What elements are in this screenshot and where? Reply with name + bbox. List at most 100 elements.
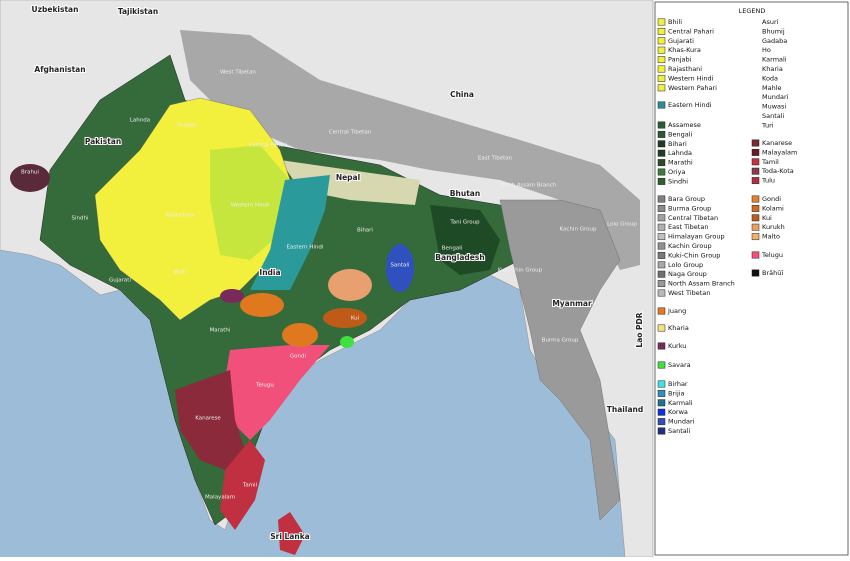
legend-swatch bbox=[657, 65, 666, 73]
legend-label: Kharia bbox=[762, 65, 783, 73]
legend-label: Tamil bbox=[761, 158, 779, 166]
kurku-region bbox=[220, 289, 244, 303]
savara-region bbox=[340, 336, 354, 348]
legend-label: Burma Group bbox=[668, 204, 711, 212]
region-label: Bihari bbox=[357, 228, 373, 234]
legend-label: Juang bbox=[667, 307, 686, 315]
legend-swatch bbox=[657, 324, 666, 332]
gondi-region bbox=[282, 323, 318, 347]
region-label: Tamil bbox=[242, 483, 258, 489]
legend-label: Brijia bbox=[668, 389, 685, 397]
legend-label: Karmali bbox=[668, 399, 693, 407]
gondi-region bbox=[240, 293, 284, 317]
legend-label: Asuri bbox=[762, 18, 779, 26]
country-label: Bangladesh bbox=[435, 253, 484, 262]
country-label: Sri Lanka bbox=[270, 532, 310, 541]
legend-swatch bbox=[657, 251, 666, 259]
legend-label: Kuki-Chin Group bbox=[668, 251, 720, 259]
burma-region bbox=[499, 199, 621, 521]
legend-swatch bbox=[657, 233, 666, 241]
legend-label: Kachin Group bbox=[668, 242, 712, 250]
santali-region bbox=[386, 244, 414, 292]
legend-swatch bbox=[751, 148, 760, 156]
legend-label: Oriya bbox=[668, 168, 685, 176]
legend-swatch bbox=[657, 46, 666, 54]
legend-label: Bhili bbox=[668, 18, 682, 26]
legend-swatch bbox=[657, 130, 666, 138]
legend-swatch bbox=[751, 214, 760, 222]
sri-lanka-region bbox=[278, 512, 305, 555]
legend-label: Ho bbox=[762, 46, 771, 54]
legend-swatch bbox=[751, 269, 760, 277]
legend-label: Kanarese bbox=[762, 139, 792, 147]
legend-label: Malto bbox=[762, 233, 780, 241]
legend-swatch bbox=[657, 399, 666, 407]
region-label: Sindhi bbox=[71, 216, 88, 222]
legend-swatch bbox=[657, 149, 666, 157]
region-label: Punjabi bbox=[177, 123, 198, 129]
legend-label: Tulu bbox=[761, 177, 775, 185]
legend-label: Himalayan Group bbox=[668, 233, 725, 241]
legend-label: Mundari bbox=[668, 418, 695, 426]
legend-swatch bbox=[657, 307, 666, 315]
region-label: Gujarati bbox=[109, 278, 131, 284]
legend-label: Central Tibetan bbox=[668, 214, 718, 222]
legend-label: Gujarati bbox=[668, 37, 694, 45]
legend-swatch bbox=[657, 121, 666, 129]
country-label: Bhutan bbox=[450, 189, 480, 198]
legend-label: Kui bbox=[762, 214, 772, 222]
legend-label: Sindhi bbox=[668, 177, 688, 185]
legend-swatch bbox=[657, 242, 666, 250]
region-label: Malayalam bbox=[205, 495, 235, 501]
region-label: Eastern Hindi bbox=[287, 245, 324, 251]
kurukh-region bbox=[328, 269, 372, 301]
region-label: Tani Group bbox=[449, 220, 480, 226]
legend-label: Naga Group bbox=[668, 270, 707, 278]
legend-label: Bengali bbox=[668, 130, 692, 138]
legend-label: Turi bbox=[761, 121, 774, 129]
region-label: Rajasthani bbox=[166, 213, 195, 219]
region-label: Central Tibetan bbox=[329, 130, 372, 136]
legend-label: Rajasthani bbox=[668, 65, 702, 73]
pahari-region bbox=[210, 145, 290, 260]
legend-swatch bbox=[657, 168, 666, 176]
legend-label: Bihari bbox=[668, 140, 687, 148]
region-label: Bengali bbox=[442, 246, 463, 252]
legend-swatch bbox=[657, 380, 666, 388]
legend-label: Western Pahari bbox=[668, 84, 717, 92]
legend-swatch bbox=[751, 204, 760, 212]
brahui-region bbox=[10, 164, 50, 192]
region-label: West Tibetan bbox=[220, 70, 256, 76]
legend-swatch bbox=[657, 56, 666, 64]
region-label: Kachin Group bbox=[560, 227, 597, 233]
legend-swatch bbox=[657, 427, 666, 435]
eastern-hindi-region bbox=[250, 175, 330, 290]
legend-title: LEGEND bbox=[739, 7, 766, 15]
legend-label: Khas-Kura bbox=[668, 46, 701, 54]
legend-swatch bbox=[657, 261, 666, 269]
region-label: North Assam Branch bbox=[500, 183, 557, 189]
legend-label: Mundari bbox=[762, 93, 789, 101]
legend-label: Gadaba bbox=[762, 37, 787, 45]
country-label: Afghanistan bbox=[34, 65, 85, 74]
region-label: Burma Group bbox=[542, 338, 579, 344]
legend-label: West Tibetan bbox=[668, 289, 710, 297]
legend-swatch bbox=[657, 289, 666, 297]
legend-label: Lolo Group bbox=[668, 261, 703, 269]
legend-label: Panjabi bbox=[668, 56, 692, 64]
region-label: Bhili bbox=[174, 270, 186, 276]
legend-swatch bbox=[751, 195, 760, 203]
kui-region bbox=[323, 308, 367, 328]
legend-label: Koda bbox=[762, 74, 778, 82]
legend-swatch bbox=[657, 27, 666, 35]
legend-swatch bbox=[657, 389, 666, 397]
legend-label: Marathi bbox=[668, 159, 693, 167]
region-label: Central Pahari bbox=[249, 143, 288, 149]
country-label: India bbox=[259, 268, 280, 277]
legend-label: Assamese bbox=[668, 121, 701, 129]
legend-swatch bbox=[657, 280, 666, 288]
legend-label: Lahnda bbox=[668, 149, 692, 157]
legend-swatch bbox=[657, 195, 666, 203]
legend-label: East Tibetan bbox=[668, 223, 708, 231]
legend-swatch bbox=[657, 37, 666, 45]
